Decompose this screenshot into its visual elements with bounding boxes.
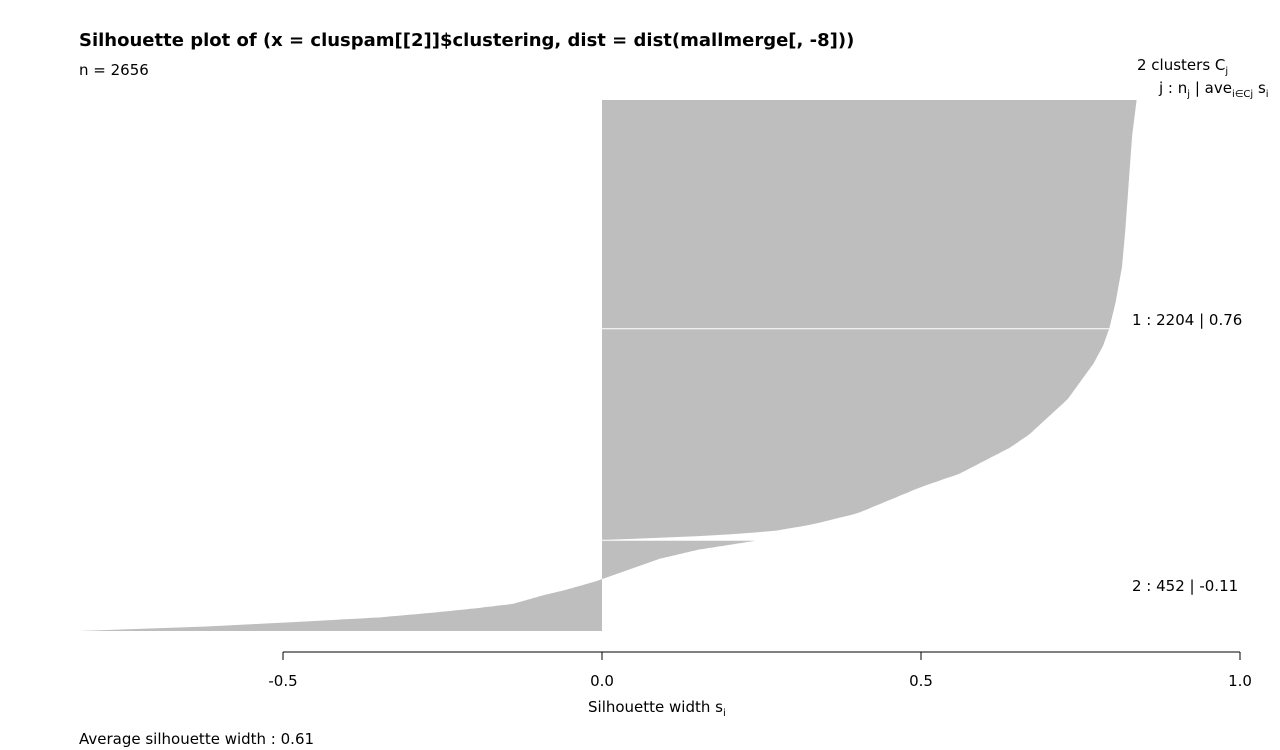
cluster-2-silhouette	[78, 540, 756, 631]
legend-subheader: j : nj | avei∈Cj si	[1158, 79, 1269, 100]
cluster-1-silhouette	[602, 100, 1137, 540]
x-tick-label: 0.5	[909, 672, 933, 690]
legend-header: 2 clusters Cj	[1137, 56, 1228, 77]
x-axis: -0.5 0.0 0.5 1.0	[268, 651, 1252, 690]
cluster-2-label: 2 : 452 | -0.11	[1132, 577, 1238, 595]
silhouette-bars	[78, 100, 1137, 631]
cluster-2-bars	[78, 540, 756, 631]
x-tick-label: 0.0	[590, 672, 614, 690]
n-label: n = 2656	[79, 61, 149, 79]
average-silhouette-width: Average silhouette width : 0.61	[79, 730, 314, 748]
cluster-1-label: 1 : 2204 | 0.76	[1132, 311, 1242, 329]
x-tick-label: 1.0	[1228, 672, 1252, 690]
x-tick-label: -0.5	[268, 672, 297, 690]
cluster-legend: 2 clusters Cj j : nj | avei∈Cj si	[1137, 56, 1269, 100]
chart-title: Silhouette plot of (x = cluspam[[2]]$clu…	[79, 30, 854, 51]
x-axis-label: Silhouette width si	[588, 698, 726, 719]
cluster-1-bars	[602, 100, 1137, 540]
